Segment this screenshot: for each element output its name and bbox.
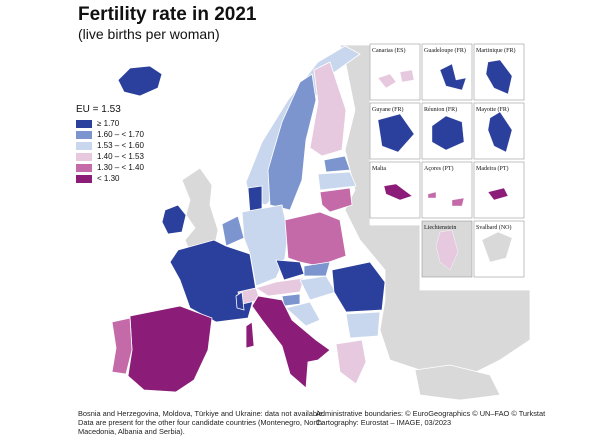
footnote: Bosnia and Herzegovina, Moldova, Türkiye… (78, 409, 325, 436)
inset-label: Malta (372, 166, 386, 172)
country (317, 171, 357, 191)
other-land (414, 364, 501, 401)
legend-label: 1.40 – < 1.53 (97, 152, 144, 161)
inset-label: Madeira (PT) (476, 165, 509, 172)
legend-swatch (76, 130, 92, 139)
legend-item: 1.60 – < 1.70 (76, 129, 144, 140)
country (111, 317, 133, 375)
country (251, 295, 331, 389)
legend-label: 1.53 – < 1.60 (97, 141, 144, 150)
other-land (339, 44, 531, 376)
inset-region (487, 187, 509, 201)
legend-swatch (76, 163, 92, 172)
inset-label: Martinique (FR) (476, 47, 516, 54)
country (335, 339, 367, 385)
country (117, 65, 163, 97)
country (299, 275, 337, 301)
country (285, 301, 321, 327)
inset-region (451, 197, 465, 207)
country (309, 61, 347, 157)
inset-label: Guyane (FR) (372, 106, 404, 113)
inset-label: Guadeloupe (FR) (424, 47, 466, 54)
country (241, 204, 289, 287)
country (275, 259, 305, 281)
country (331, 261, 386, 313)
inset-region (487, 111, 513, 153)
legend-label: 1.30 – < 1.40 (97, 163, 144, 172)
country (235, 291, 245, 311)
country (161, 204, 187, 235)
legend-swatch (76, 141, 92, 150)
legend-item: 1.30 – < 1.40 (76, 162, 144, 173)
legend-label: 1.60 – < 1.70 (97, 130, 144, 139)
legend-label: < 1.30 (97, 174, 120, 183)
inset-region (431, 115, 465, 151)
inset-label: Réunion (FR) (424, 106, 457, 113)
footnote-line: Macedonia, Albania and Serbia). (78, 427, 185, 436)
inset-label: Açores (PT) (424, 165, 454, 172)
legend-item: 1.53 – < 1.60 (76, 140, 144, 151)
country (245, 321, 255, 349)
country (255, 277, 305, 297)
inset-label: Mayotte (FR) (476, 106, 509, 113)
country (267, 73, 317, 211)
legend-item: ≥ 1.70 (76, 118, 144, 129)
inset-label: Svalbard (NO) (476, 224, 512, 231)
subtitle: (live births per woman) (78, 26, 220, 42)
inset-label: Canarias (ES) (372, 47, 406, 54)
legend-item: 1.40 – < 1.53 (76, 151, 144, 162)
inset-region (427, 191, 437, 199)
other-land (181, 167, 219, 253)
inset-region (377, 73, 397, 89)
inset-region (481, 231, 513, 263)
title: Fertility rate in 2021 (78, 4, 257, 25)
inset-shapes (377, 59, 513, 271)
country (281, 293, 301, 307)
country (169, 239, 257, 323)
country (345, 311, 381, 339)
country (284, 211, 347, 267)
inset-region (399, 69, 415, 83)
credit-line: Administrative boundaries: © EuroGeograp… (316, 409, 546, 418)
legend-swatch (76, 152, 92, 161)
inset-labels: Canarias (ES) Guadeloupe (FR) Martinique… (372, 47, 516, 231)
land (111, 44, 531, 401)
legend-swatch (76, 119, 92, 128)
legend: EU = 1.53 ≥ 1.70 1.60 – < 1.70 1.53 – < 1.… (76, 104, 144, 184)
inset-region (439, 63, 467, 91)
inset-label: Liechtenstein (424, 225, 456, 231)
country (127, 305, 213, 393)
inset-region (485, 59, 513, 95)
inset-frame (421, 161, 473, 219)
inset-region (435, 229, 459, 271)
country (319, 187, 353, 213)
credits: Administrative boundaries: © EuroGeograp… (316, 409, 545, 427)
inset-region (383, 183, 413, 201)
inset-region (377, 113, 415, 153)
legend-swatch (76, 174, 92, 183)
legend-label: ≥ 1.70 (97, 119, 120, 128)
legend-title: EU = 1.53 (76, 104, 121, 115)
credit-line: Cartography: Eurostat – IMAGE, 03/2023 (316, 418, 452, 427)
footnote-line: Data are present for the other four cand… (78, 418, 323, 427)
country (221, 215, 245, 247)
footnote-line: Bosnia and Herzegovina, Moldova, Türkiye… (78, 409, 325, 418)
legend-item: < 1.30 (76, 173, 144, 184)
country (323, 155, 351, 173)
